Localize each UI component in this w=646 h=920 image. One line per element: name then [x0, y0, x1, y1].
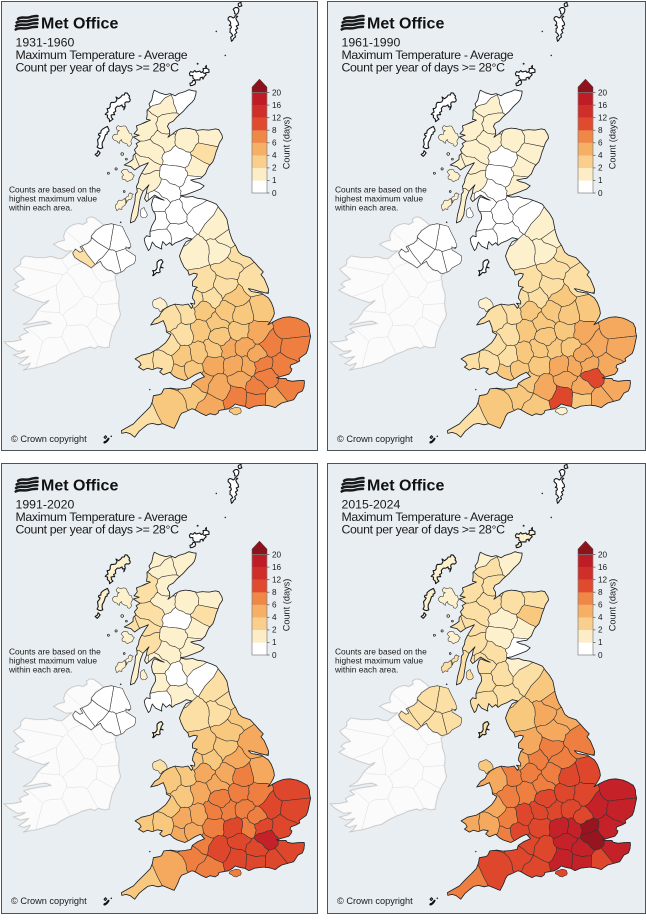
svg-text:0: 0 [598, 189, 603, 198]
svg-text:within each area.: within each area. [8, 203, 72, 213]
svg-text:0: 0 [598, 651, 603, 660]
svg-text:1: 1 [598, 638, 603, 647]
svg-text:4: 4 [272, 151, 277, 160]
svg-text:4: 4 [598, 613, 603, 622]
svg-text:12: 12 [272, 576, 282, 585]
svg-text:within each area.: within each area. [8, 665, 72, 675]
svg-text:Met Office: Met Office [41, 16, 118, 33]
svg-text:highest maximum value: highest maximum value [9, 194, 97, 204]
svg-text:Met Office: Met Office [367, 478, 444, 495]
svg-text:1: 1 [272, 176, 277, 185]
svg-text:Count (days): Count (days) [282, 579, 292, 632]
svg-text:highest maximum value: highest maximum value [9, 656, 97, 666]
svg-text:8: 8 [598, 588, 603, 597]
svg-text:20: 20 [272, 88, 282, 97]
svg-text:Count (days): Count (days) [282, 117, 292, 170]
svg-text:8: 8 [598, 126, 603, 135]
svg-text:highest maximum value: highest maximum value [335, 194, 423, 204]
svg-text:6: 6 [272, 601, 277, 610]
svg-text:© Crown copyright: © Crown copyright [337, 434, 413, 444]
svg-text:Counts are based on the: Counts are based on the [9, 647, 101, 657]
svg-text:Count per year of days >= 28°C: Count per year of days >= 28°C [342, 61, 506, 75]
svg-text:2: 2 [598, 164, 603, 173]
svg-text:6: 6 [598, 601, 603, 610]
svg-text:20: 20 [272, 550, 282, 559]
svg-text:Maximum Temperature - Average: Maximum Temperature - Average [342, 48, 514, 62]
svg-text:8: 8 [272, 588, 277, 597]
svg-text:4: 4 [272, 613, 277, 622]
svg-text:1961-1990: 1961-1990 [342, 36, 401, 50]
svg-text:6: 6 [272, 139, 277, 148]
svg-text:© Crown copyright: © Crown copyright [337, 896, 413, 906]
svg-text:highest maximum value: highest maximum value [335, 656, 423, 666]
svg-text:20: 20 [598, 550, 608, 559]
svg-text:© Crown copyright: © Crown copyright [11, 434, 87, 444]
svg-text:2: 2 [272, 164, 277, 173]
svg-text:16: 16 [272, 101, 282, 110]
svg-text:Maximum Temperature - Average: Maximum Temperature - Average [16, 48, 188, 62]
svg-text:Met Office: Met Office [41, 478, 118, 495]
svg-text:0: 0 [272, 651, 277, 660]
svg-text:12: 12 [598, 114, 608, 123]
svg-text:1: 1 [272, 638, 277, 647]
svg-text:Count per year of days >= 28°C: Count per year of days >= 28°C [342, 523, 506, 537]
svg-text:16: 16 [272, 563, 282, 572]
svg-text:4: 4 [598, 151, 603, 160]
svg-text:Count (days): Count (days) [608, 579, 618, 632]
svg-text:12: 12 [598, 576, 608, 585]
svg-text:Counts are based on the: Counts are based on the [335, 647, 427, 657]
svg-text:© Crown copyright: © Crown copyright [11, 896, 87, 906]
svg-text:Met Office: Met Office [367, 16, 444, 33]
svg-text:12: 12 [272, 114, 282, 123]
svg-text:Count per year of days >= 28°C: Count per year of days >= 28°C [16, 61, 180, 75]
svg-text:1991-2020: 1991-2020 [16, 498, 75, 512]
svg-text:Count (days): Count (days) [608, 117, 618, 170]
svg-text:Count per year of days >= 28°C: Count per year of days >= 28°C [16, 523, 180, 537]
svg-text:2: 2 [272, 626, 277, 635]
svg-text:Counts are based on the: Counts are based on the [9, 185, 101, 195]
svg-text:16: 16 [598, 563, 608, 572]
svg-text:2: 2 [598, 626, 603, 635]
svg-text:Maximum Temperature - Average: Maximum Temperature - Average [342, 510, 514, 524]
svg-text:6: 6 [598, 139, 603, 148]
svg-text:within each area.: within each area. [334, 203, 398, 213]
svg-text:1: 1 [598, 176, 603, 185]
svg-text:16: 16 [598, 101, 608, 110]
svg-text:2015-2024: 2015-2024 [342, 498, 401, 512]
svg-text:Maximum Temperature - Average: Maximum Temperature - Average [16, 510, 188, 524]
svg-text:within each area.: within each area. [334, 665, 398, 675]
svg-text:Counts are based on the: Counts are based on the [335, 185, 427, 195]
svg-text:0: 0 [272, 189, 277, 198]
svg-text:1931-1960: 1931-1960 [16, 36, 75, 50]
svg-text:8: 8 [272, 126, 277, 135]
svg-text:20: 20 [598, 88, 608, 97]
